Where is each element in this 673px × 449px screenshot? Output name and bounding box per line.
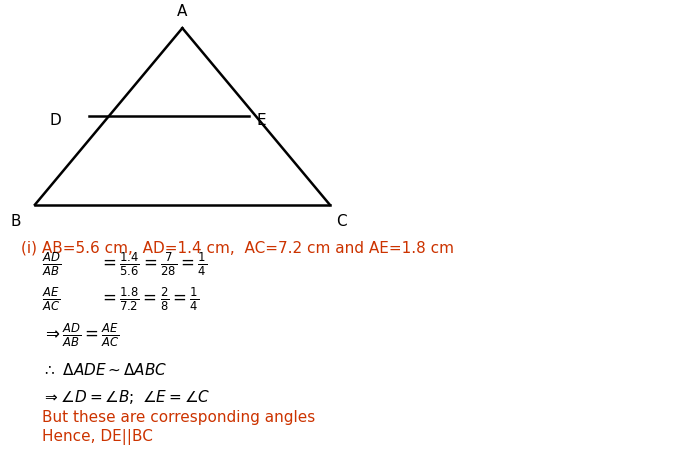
Text: $\frac{AD}{AB}$: $\frac{AD}{AB}$	[42, 251, 61, 278]
Text: B: B	[11, 214, 22, 229]
Text: C: C	[336, 214, 347, 229]
Text: $\Rightarrow \angle D = \angle B;\ \angle E = \angle C$: $\Rightarrow \angle D = \angle B;\ \angl…	[42, 388, 210, 406]
Text: But these are corresponding angles: But these are corresponding angles	[42, 410, 315, 425]
Text: E: E	[256, 113, 266, 128]
Text: $\therefore\ \Delta ADE \sim \Delta ABC$: $\therefore\ \Delta ADE \sim \Delta ABC$	[42, 362, 167, 379]
Text: (i) AB=5.6 cm,  AD=1.4 cm,  AC=7.2 cm and AE=1.8 cm: (i) AB=5.6 cm, AD=1.4 cm, AC=7.2 cm and …	[22, 240, 454, 255]
Text: $\Rightarrow \frac{AD}{AB} = \frac{AE}{AC}$: $\Rightarrow \frac{AD}{AB} = \frac{AE}{A…	[42, 321, 120, 349]
Text: $= \frac{1.8}{7.2} = \frac{2}{8} = \frac{1}{4}$: $= \frac{1.8}{7.2} = \frac{2}{8} = \frac…	[98, 286, 199, 313]
Text: A: A	[177, 4, 188, 19]
Text: $= \frac{1.4}{5.6} = \frac{7}{28} = \frac{1}{4}$: $= \frac{1.4}{5.6} = \frac{7}{28} = \fra…	[98, 251, 207, 278]
Text: D: D	[50, 113, 62, 128]
Text: Hence, DE||BC: Hence, DE||BC	[42, 429, 153, 445]
Text: $\frac{AE}{AC}$: $\frac{AE}{AC}$	[42, 286, 61, 313]
